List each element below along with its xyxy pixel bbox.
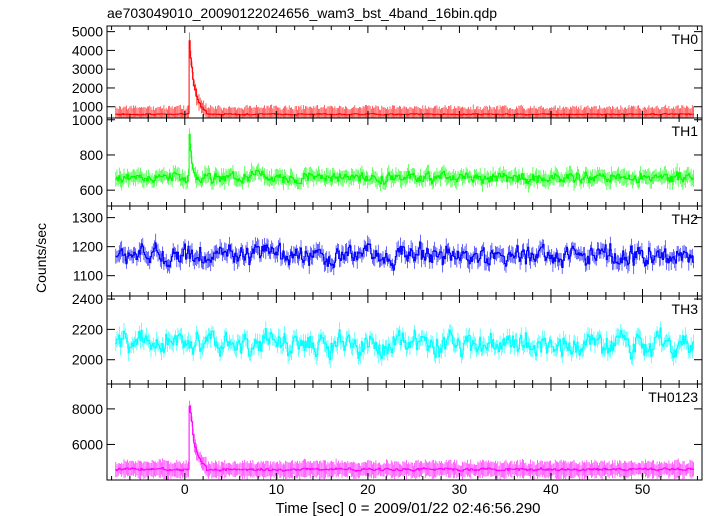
series-th0-errorbars <box>115 32 694 118</box>
y-tick-label: 1200 <box>72 239 103 255</box>
legend-th3: TH3 <box>672 301 699 317</box>
y-tick-label: 2400 <box>72 291 103 307</box>
y-tick-label: 2000 <box>72 80 103 96</box>
series-th3-line <box>115 327 695 361</box>
y-tick-label: 6000 <box>72 436 103 452</box>
y-tick-label: 2200 <box>72 321 103 337</box>
panel-th2: 1100 1200 1300 TH2 <box>72 205 703 297</box>
x-tick-label: 0 <box>181 481 189 497</box>
y-tick-label: 1000 <box>72 112 103 128</box>
y-tick-label: 1000 <box>72 99 103 115</box>
y-tick-label: 1100 <box>73 268 103 284</box>
y-tick-label: 8000 <box>72 401 103 417</box>
y-tick-label: 3000 <box>72 61 103 77</box>
legend-th0123: TH0123 <box>648 389 698 405</box>
y-tick-label: 800 <box>80 147 104 163</box>
series-th1-errorbars <box>115 128 694 193</box>
y-tick-label: 4000 <box>72 42 103 58</box>
panel-frame <box>106 117 703 207</box>
x-tick-label: 50 <box>635 481 651 497</box>
y-axis-label: Counts/sec <box>33 223 49 293</box>
series-th1-line <box>115 133 695 185</box>
y-tick-label: 2000 <box>72 352 103 368</box>
y-tick-label: 5000 <box>72 24 103 40</box>
series-th0123-line <box>115 405 695 472</box>
panel-th0123: 6000 8000 TH0123 <box>72 383 703 481</box>
x-tick-label: 20 <box>360 481 376 497</box>
legend-th0: TH0 <box>672 31 699 47</box>
x-tick-label: 40 <box>543 481 559 497</box>
panel-frame <box>106 25 703 119</box>
y-tick-label: 1300 <box>72 210 103 226</box>
panel-th3: 2000 2200 2400 TH3 <box>72 291 703 385</box>
series-th0-line <box>115 40 695 116</box>
x-tick-label: 30 <box>452 481 468 497</box>
y-tick-label: 600 <box>80 182 104 198</box>
legend-th2: TH2 <box>672 211 699 227</box>
series-th2-line <box>115 241 695 271</box>
legend-th1: TH1 <box>672 123 699 139</box>
panel-th0: 1000 2000 3000 4000 5000 TH0 <box>72 24 703 119</box>
x-axis-label: Time [sec] 0 = 2009/01/22 02:46:56.290 <box>275 500 540 516</box>
panel-th1: 600 800 1000 TH1 <box>72 112 703 207</box>
panels-group: 1000 2000 3000 4000 5000 TH0 600 800 1000 TH1 1100… <box>72 24 703 497</box>
chart-title: ae703049010_20090122024656_wam3_bst_4ban… <box>107 5 497 21</box>
x-tick-label: 10 <box>269 481 285 497</box>
